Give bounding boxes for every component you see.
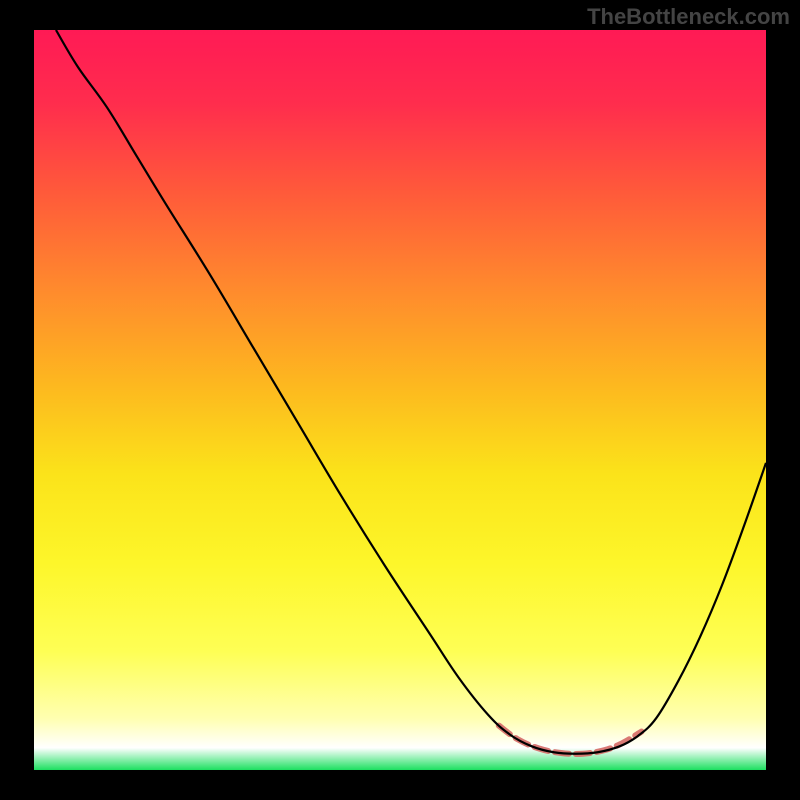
plot-area xyxy=(34,30,766,770)
watermark-text: TheBottleneck.com xyxy=(587,4,790,30)
main-curve xyxy=(56,30,766,754)
chart-container: TheBottleneck.com xyxy=(0,0,800,800)
curve-svg xyxy=(34,30,766,770)
